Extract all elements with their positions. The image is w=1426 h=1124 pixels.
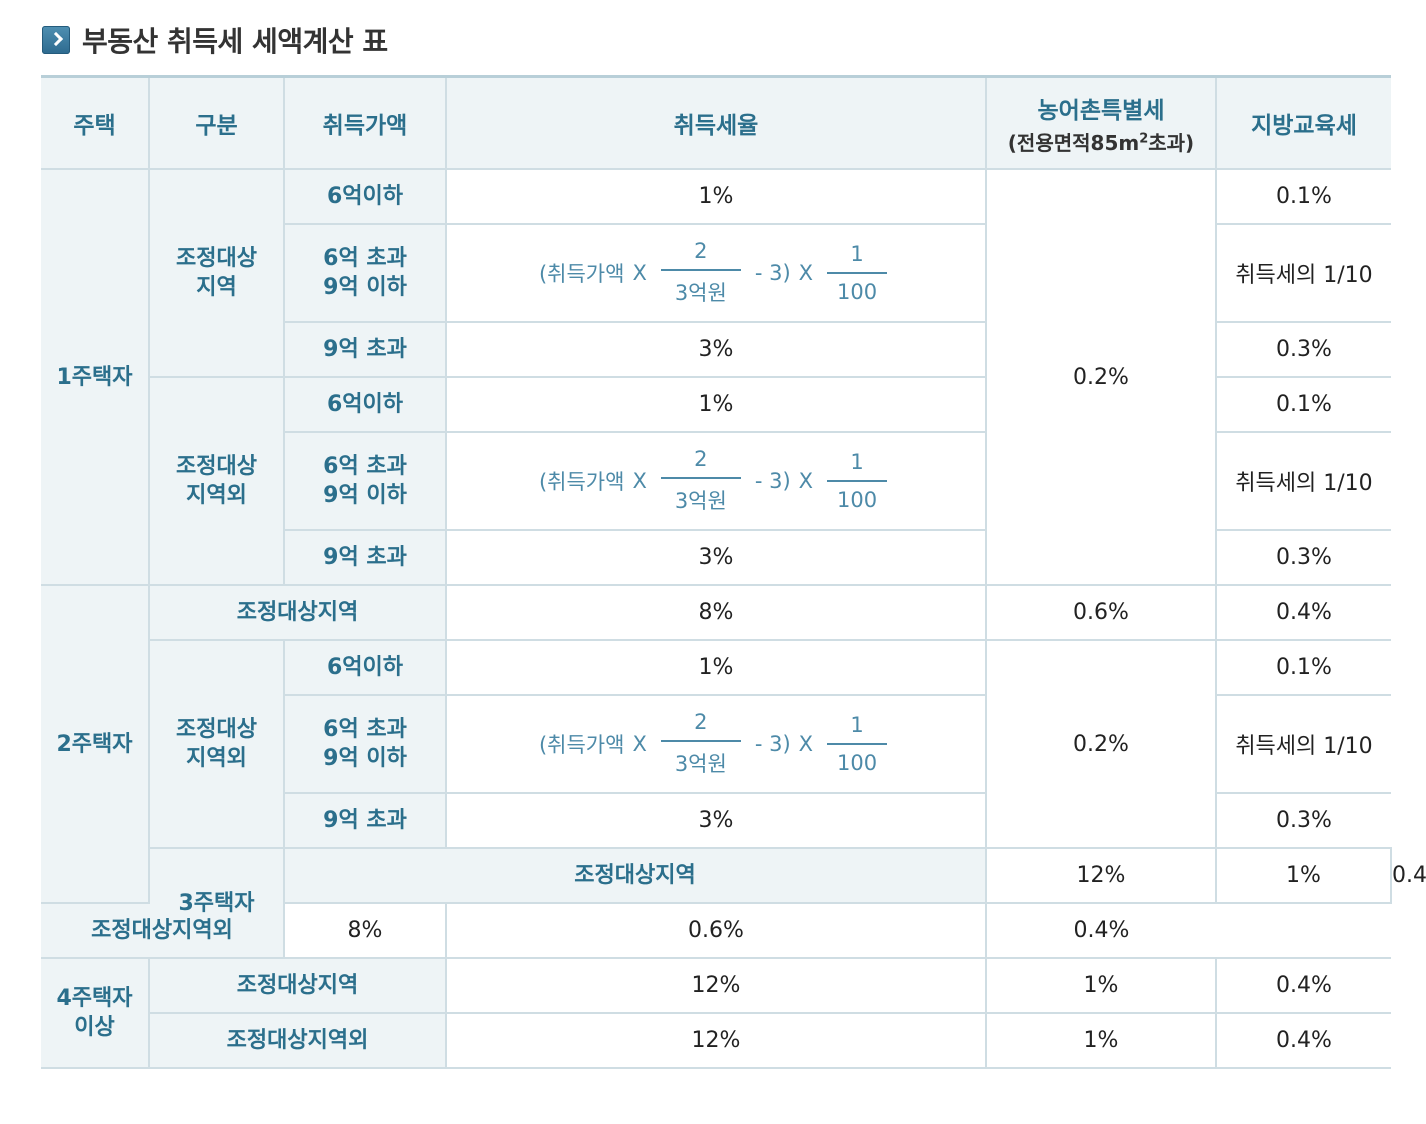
category-full-cell: 조정대상지역 — [148, 584, 447, 641]
category-full-cell: 조정대상지역외 — [41, 902, 285, 959]
edu-tax-cell: 0.1% — [1215, 168, 1391, 225]
rural-tax-cell: 0.6% — [985, 584, 1217, 641]
edu-tax-cell: 취득세의 1/10 — [1215, 223, 1391, 323]
price-cell: 6억 초과 9억 이하 — [284, 223, 447, 323]
rural-tax-cell: 1% — [985, 957, 1217, 1014]
rate-formula-cell: (취득가액 X 2 3억원 - 3) X 1 100 — [445, 223, 987, 323]
rate-formula-cell: (취득가액 X 2 3억원 - 3) X 1 100 — [445, 431, 987, 531]
rate-cell: 3% — [445, 792, 987, 849]
price-cell: 6억 초과 9억 이하 — [284, 694, 447, 794]
rate-cell: 1% — [445, 376, 987, 433]
rural-tax-sublabel: (전용면적85m2초과) — [1007, 130, 1195, 155]
rate-formula: (취득가액 X 2 3억원 - 3) X 1 100 — [539, 710, 893, 778]
rate-cell: 3% — [445, 321, 987, 378]
price-cell: 9억 초과 — [284, 529, 447, 586]
header-rural-tax: 농어촌특별세 (전용면적85m2초과) — [985, 75, 1217, 170]
category-full-cell: 조정대상지역 — [283, 847, 987, 904]
header-rate: 취득세율 — [445, 75, 987, 170]
rate-cell: 12% — [445, 1012, 987, 1069]
rate-cell: 8% — [445, 584, 987, 641]
rate-cell: 1% — [445, 639, 987, 696]
row-1-nonadj: 조정대상 지역외 — [149, 376, 285, 586]
rural-tax-cell: 0.2% — [985, 168, 1217, 586]
rate-cell: 12% — [985, 847, 1217, 904]
rural-tax-cell: 1% — [985, 1012, 1217, 1069]
edu-tax-cell: 0.1% — [1215, 376, 1391, 433]
page-title: 부동산 취득세 세액계산 표 — [82, 25, 388, 58]
edu-tax-cell: 취득세의 1/10 — [1215, 694, 1391, 794]
edu-tax-cell: 0.1% — [1215, 639, 1391, 696]
row-1-house: 1주택자 — [41, 168, 150, 586]
rate-formula: (취득가액 X 2 3억원 - 3) X 1 100 — [539, 447, 893, 515]
chevron-right-icon — [42, 26, 70, 54]
edu-tax-cell: 0.4% — [1215, 957, 1391, 1014]
price-cell: 9억 초과 — [284, 792, 447, 849]
header-house: 주택 — [41, 75, 150, 170]
header-edu-tax: 지방교육세 — [1215, 75, 1391, 170]
price-cell: 6억이하 — [283, 168, 447, 225]
edu-tax-cell: 0.4% — [1215, 1012, 1391, 1069]
rural-tax-cell: 0.6% — [445, 902, 987, 959]
edu-tax-cell: 0.3% — [1215, 529, 1391, 586]
header-price: 취득가액 — [283, 75, 447, 170]
price-cell: 6억이하 — [283, 639, 447, 696]
price-cell: 6억이하 — [283, 376, 447, 433]
acquisition-tax-table: 주택 구분 취득가액 취득세율 농어촌특별세 (전용면적85m2초과) 지방교육… — [41, 75, 1426, 1069]
edu-tax-cell: 0.4% — [1215, 584, 1391, 641]
row-1-adj: 조정대상 지역 — [148, 168, 285, 378]
edu-tax-cell: 0.4% — [985, 902, 1216, 959]
rate-formula-cell: (취득가액 X 2 3억원 - 3) X 1 100 — [445, 694, 987, 794]
edu-tax-cell: 0.3% — [1215, 321, 1391, 378]
page-title-row: 부동산 취득세 세액계산 표 — [42, 20, 388, 60]
rural-tax-label: 농어촌특별세 — [1037, 97, 1165, 124]
row-4-house: 4주택자 이상 — [41, 957, 150, 1069]
rate-cell: 3% — [445, 529, 987, 586]
category-full-cell: 조정대상지역 — [148, 957, 447, 1014]
rate-cell: 1% — [445, 168, 987, 225]
rate-cell: 12% — [445, 957, 987, 1014]
row-2-nonadj: 조정대상 지역외 — [149, 639, 285, 849]
rate-cell: 8% — [283, 902, 447, 959]
header-category: 구분 — [148, 75, 285, 170]
rural-tax-cell: 1% — [1215, 847, 1392, 904]
edu-tax-cell: 취득세의 1/10 — [1215, 431, 1391, 531]
rate-formula: (취득가액 X 2 3억원 - 3) X 1 100 — [539, 239, 893, 307]
category-full-cell: 조정대상지역외 — [149, 1012, 447, 1069]
price-cell: 6억 초과 9억 이하 — [284, 431, 447, 531]
rural-tax-cell: 0.2% — [985, 639, 1217, 849]
edu-tax-cell: 0.3% — [1215, 792, 1391, 849]
price-cell: 9억 초과 — [284, 321, 447, 378]
row-2-house: 2주택자 — [41, 584, 150, 904]
